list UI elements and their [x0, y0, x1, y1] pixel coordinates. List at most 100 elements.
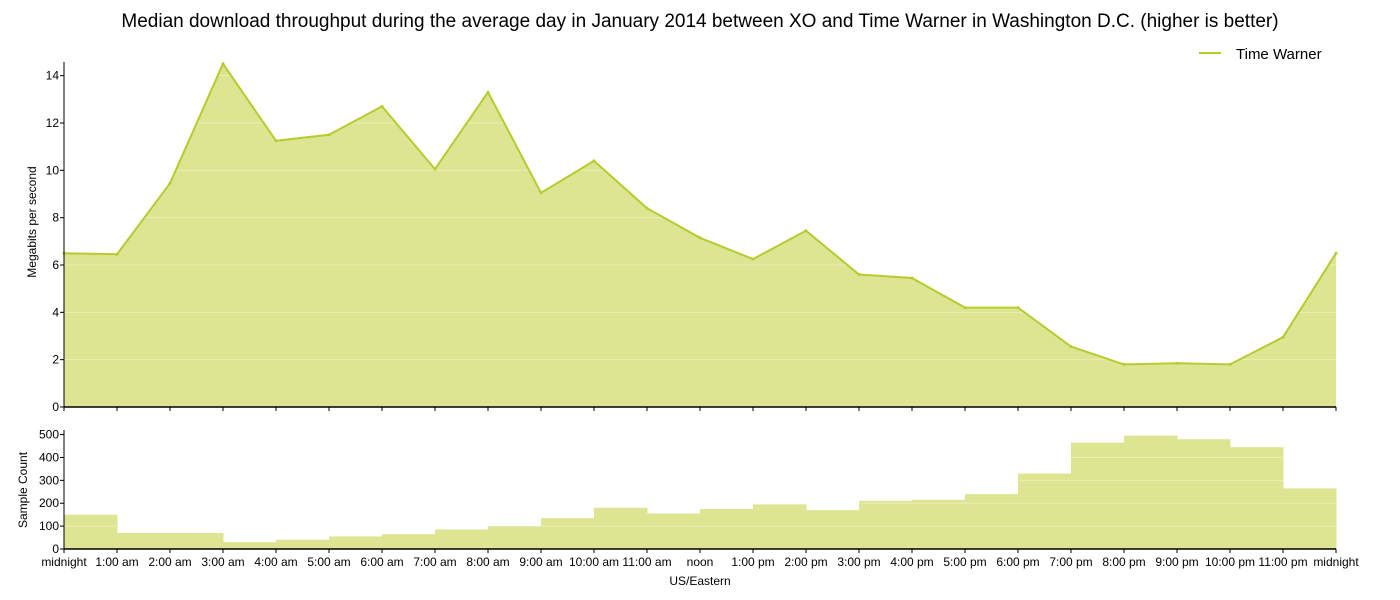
samples-y-tick-label-500: 500 — [39, 428, 59, 442]
sample-bar-18[interactable] — [1018, 473, 1072, 550]
sample-bar-19[interactable] — [1071, 442, 1125, 549]
data-point-4[interactable] — [274, 139, 278, 143]
legend-label-time-warner: Time Warner — [1236, 46, 1322, 63]
sample-bar-14[interactable] — [806, 510, 860, 549]
throughput-y-tick-label-10: 10 — [46, 163, 60, 177]
sample-bar-3[interactable] — [223, 542, 277, 549]
sample-bar-5[interactable] — [329, 536, 383, 549]
samples-gridlines — [64, 434, 1336, 527]
data-point-1[interactable] — [115, 252, 119, 256]
x-tick-label-10-00-pm-22: 10:00 pm — [1205, 555, 1255, 569]
x-tick-label-1-00-pm-13: 1:00 pm — [731, 555, 774, 569]
throughput-y-tick-label-8: 8 — [52, 211, 59, 225]
sample-bar-8[interactable] — [488, 526, 542, 549]
x-tick-label-7-00-am-7: 7:00 am — [413, 555, 456, 569]
samples-bar-layer — [64, 435, 1337, 550]
x-tick-label-noon-12: noon — [687, 555, 714, 569]
throughput-y-axis: 0 2 4 6 8 10 12 14 — [46, 62, 1337, 414]
x-tick-label-midnight-24: midnight — [1313, 555, 1359, 569]
sample-bar-2[interactable] — [170, 533, 224, 549]
data-point-9[interactable] — [539, 191, 543, 195]
x-tick-label-6-00-pm-18: 6:00 pm — [996, 555, 1039, 569]
throughput-y-tick-label-12: 12 — [46, 116, 60, 130]
samples-y-axis-title: Sample Count — [16, 451, 30, 528]
throughput-panel: 0 2 4 6 8 10 12 14 Megabits per second — [25, 61, 1338, 414]
samples-y-tick-label-300: 300 — [39, 473, 59, 487]
x-axis: midnight 1:00 am 2:00 am 3:00 am 4:00 am 5:00… — [41, 549, 1359, 569]
data-point-18[interactable] — [1016, 306, 1020, 310]
sample-bar-10[interactable] — [594, 507, 648, 549]
data-point-22[interactable] — [1228, 362, 1232, 366]
data-point-23[interactable] — [1281, 335, 1285, 339]
x-tick-label-2-00-am-2: 2:00 am — [148, 555, 191, 569]
x-tick-label-7-00-pm-19: 7:00 pm — [1049, 555, 1092, 569]
data-point-12[interactable] — [698, 236, 702, 240]
sample-bar-7[interactable] — [435, 529, 489, 550]
x-tick-label-2-00-pm-14: 2:00 pm — [784, 555, 827, 569]
sample-bar-1[interactable] — [117, 533, 171, 549]
x-tick-label-11-00-am-11: 11:00 am — [622, 555, 671, 569]
sample-bar-12[interactable] — [700, 509, 754, 549]
sample-bar-6[interactable] — [382, 534, 436, 549]
throughput-y-tick-label-2: 2 — [52, 353, 59, 367]
legend[interactable]: Time Warner — [1199, 46, 1322, 63]
data-point-6[interactable] — [380, 104, 384, 108]
data-point-20[interactable] — [1122, 362, 1126, 366]
throughput-gridlines — [64, 75, 1336, 361]
sample-bar-16[interactable] — [912, 499, 966, 549]
data-point-13[interactable] — [751, 257, 755, 261]
samples-y-tick-label-200: 200 — [39, 496, 59, 510]
data-point-7[interactable] — [433, 167, 437, 171]
x-axis-title: US/Eastern — [669, 574, 730, 588]
sample-bar-20[interactable] — [1124, 435, 1178, 549]
data-point-10[interactable] — [592, 159, 596, 163]
sample-bar-0[interactable] — [64, 514, 118, 549]
sample-bar-11[interactable] — [647, 513, 701, 550]
data-point-21[interactable] — [1175, 361, 1179, 365]
x-tick-label-5-00-am-5: 5:00 am — [307, 555, 350, 569]
sample-bar-21[interactable] — [1177, 439, 1231, 549]
chart-title: Median download throughput during the av… — [121, 11, 1278, 32]
data-point-3[interactable] — [221, 62, 225, 66]
throughput-area-layer — [64, 63, 1336, 408]
x-tick-label-9-00-am-9: 9:00 am — [519, 555, 562, 569]
data-point-11[interactable] — [645, 206, 649, 210]
data-point-16[interactable] — [910, 276, 914, 280]
sample-bar-13[interactable] — [753, 504, 807, 549]
data-point-2[interactable] — [168, 181, 172, 185]
sample-bar-9[interactable] — [541, 518, 595, 549]
data-point-5[interactable] — [327, 133, 331, 137]
sample-bar-23[interactable] — [1283, 488, 1337, 549]
data-point-14[interactable] — [804, 229, 808, 233]
throughput-y-tick-label-14: 14 — [46, 69, 60, 83]
throughput-area-fill — [64, 63, 1336, 408]
x-tick-label-4-00-pm-16: 4:00 pm — [890, 555, 933, 569]
x-tick-label-9-00-pm-21: 9:00 pm — [1155, 555, 1198, 569]
sample-bar-15[interactable] — [859, 500, 913, 549]
data-point-8[interactable] — [486, 90, 490, 94]
sample-bar-4[interactable] — [276, 539, 330, 549]
data-point-24[interactable] — [1334, 251, 1338, 255]
throughput-y-tick-label-4: 4 — [52, 305, 59, 319]
samples-panel: 0 100 200 300 400 500 Sample Count — [16, 428, 1337, 556]
x-tick-label-3-00-am-3: 3:00 am — [201, 555, 244, 569]
data-point-15[interactable] — [857, 273, 861, 276]
x-tick-label-5-00-pm-17: 5:00 pm — [943, 555, 986, 569]
data-point-17[interactable] — [963, 306, 967, 310]
x-tick-label-6-00-am-6: 6:00 am — [360, 555, 403, 569]
throughput-line-layer — [62, 61, 1338, 366]
x-tick-label-3-00-pm-15: 3:00 pm — [837, 555, 880, 569]
throughput-y-tick-label-0: 0 — [52, 400, 59, 414]
sample-bar-17[interactable] — [965, 494, 1019, 549]
x-tick-label-11-00-pm-23: 11:00 pm — [1258, 555, 1307, 569]
throughput-y-axis-title: Megabits per second — [25, 166, 39, 277]
sample-bar-22[interactable] — [1230, 447, 1284, 549]
x-tick-label-4-00-am-4: 4:00 am — [254, 555, 297, 569]
samples-y-tick-label-400: 400 — [39, 450, 59, 464]
samples-y-tick-label-100: 100 — [39, 519, 59, 533]
samples-y-tick-label-0: 0 — [52, 542, 59, 556]
throughput-y-tick-label-6: 6 — [52, 258, 59, 272]
x-tick-label-8-00-pm-20: 8:00 pm — [1102, 555, 1145, 569]
data-point-19[interactable] — [1069, 345, 1073, 349]
